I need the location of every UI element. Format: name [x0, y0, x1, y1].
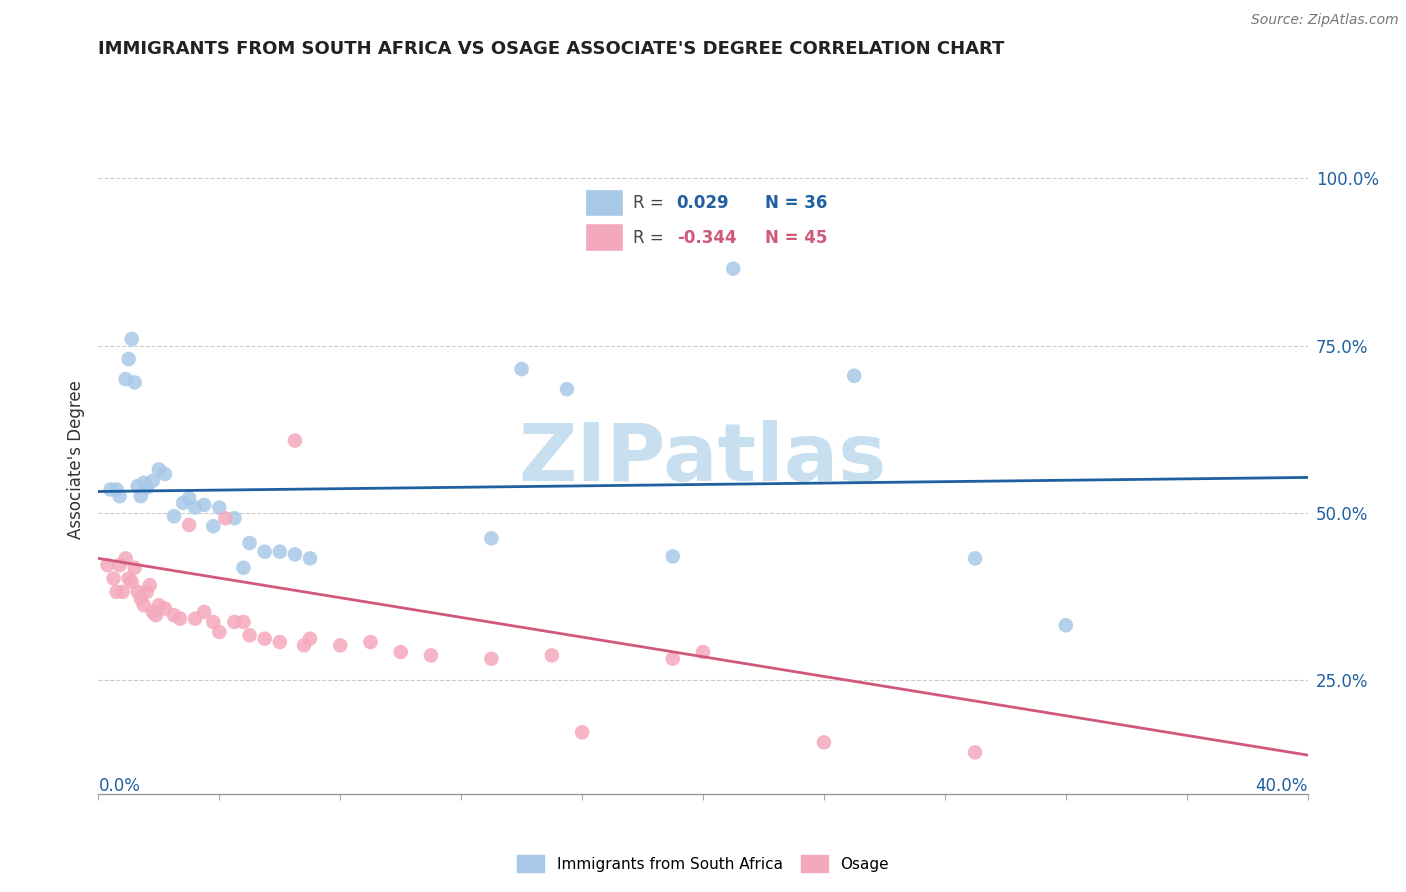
Point: [193, 498, 215, 512]
Point: [124, 376, 146, 390]
Text: IMMIGRANTS FROM SOUTH AFRICA VS OSAGE ASSOCIATE'S DEGREE CORRELATION CHART: IMMIGRANTS FROM SOUTH AFRICA VS OSAGE AS…: [98, 40, 1005, 58]
Point: [108, 489, 131, 503]
Point: [135, 585, 157, 599]
Point: [481, 531, 503, 545]
Point: [284, 547, 307, 562]
Point: [202, 615, 225, 629]
Point: [208, 500, 231, 515]
Point: [135, 480, 157, 494]
Point: [145, 608, 167, 623]
Point: [132, 475, 155, 490]
Point: [284, 434, 307, 448]
Point: [148, 598, 170, 612]
Point: [540, 648, 562, 663]
Point: [329, 639, 352, 653]
Point: [299, 551, 322, 566]
Point: [965, 551, 987, 566]
Point: [239, 628, 262, 642]
Point: [96, 558, 118, 573]
Point: [239, 536, 262, 550]
Point: [142, 474, 165, 488]
Point: [163, 509, 186, 524]
Point: [844, 368, 866, 383]
Point: [111, 585, 134, 599]
Point: [224, 615, 246, 629]
Y-axis label: Associate's Degree: Associate's Degree: [66, 380, 84, 539]
Point: [118, 351, 141, 366]
Point: [108, 558, 131, 573]
Point: [124, 561, 146, 575]
Point: [118, 571, 141, 585]
Point: [571, 725, 593, 739]
Text: 0.0%: 0.0%: [98, 777, 141, 795]
Point: [121, 332, 143, 346]
Point: [153, 601, 176, 615]
Point: [114, 372, 136, 386]
Point: [232, 561, 254, 575]
Point: [129, 591, 152, 606]
Point: [214, 511, 236, 525]
Point: [105, 585, 128, 599]
Text: Source: ZipAtlas.com: Source: ZipAtlas.com: [1251, 13, 1399, 28]
Text: 40.0%: 40.0%: [1256, 777, 1308, 795]
Point: [253, 632, 276, 646]
Point: [139, 578, 162, 592]
Point: [177, 517, 201, 532]
Point: [299, 632, 322, 646]
Point: [510, 362, 533, 376]
Point: [269, 635, 291, 649]
Point: [127, 479, 149, 493]
Point: [292, 639, 315, 653]
Point: [555, 382, 578, 396]
Point: [129, 489, 152, 503]
Point: [100, 483, 122, 497]
Point: [208, 624, 231, 639]
Point: [184, 500, 207, 515]
Point: [721, 261, 744, 276]
Point: [184, 612, 207, 626]
Point: [105, 483, 128, 497]
Point: [163, 608, 186, 623]
Point: [193, 605, 215, 619]
Point: [114, 551, 136, 566]
Point: [360, 635, 382, 649]
Point: [253, 544, 276, 558]
Point: [269, 544, 291, 558]
Point: [224, 511, 246, 525]
Point: [965, 746, 987, 760]
Point: [121, 574, 143, 589]
Point: [481, 651, 503, 665]
Point: [661, 549, 683, 564]
Text: ZIPatlas: ZIPatlas: [519, 420, 887, 499]
Point: [103, 571, 125, 585]
Point: [177, 491, 201, 505]
Point: [692, 645, 714, 659]
Point: [389, 645, 412, 659]
Point: [1054, 618, 1077, 632]
Point: [132, 598, 155, 612]
Point: [202, 519, 225, 533]
Point: [661, 651, 683, 665]
Point: [169, 612, 191, 626]
Point: [148, 462, 170, 476]
Point: [419, 648, 441, 663]
Legend: Immigrants from South Africa, Osage: Immigrants from South Africa, Osage: [509, 847, 897, 880]
Point: [127, 585, 149, 599]
Point: [142, 605, 165, 619]
Point: [153, 467, 176, 482]
Point: [813, 735, 835, 749]
Point: [232, 615, 254, 629]
Point: [172, 496, 194, 510]
